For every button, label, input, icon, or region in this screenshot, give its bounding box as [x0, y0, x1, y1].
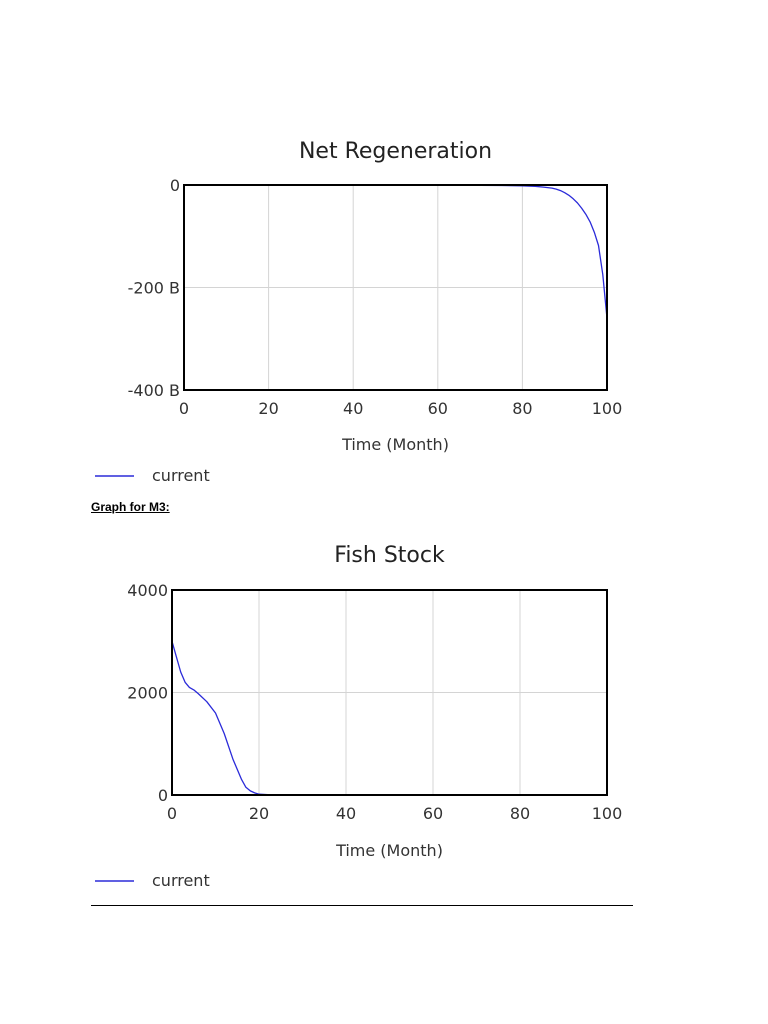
- series-line-current: [184, 184, 608, 319]
- net-regeneration-chart: Net Regeneration 0 20 40 60 80 100 0 -200 B -400 …: [95, 139, 623, 485]
- fish-stock-chart: Fish Stock 0 20 40 60 80 100 4000 2000 0 Time (Mon…: [95, 543, 623, 890]
- x-tick-label: 40: [343, 399, 363, 418]
- y-tick-label: 0: [170, 176, 180, 195]
- section-label: Graph for M3:: [91, 500, 170, 514]
- y-tick-label: -400 B: [128, 381, 180, 400]
- y-tick-label: -200 B: [128, 279, 180, 298]
- x-tick-label: 20: [249, 804, 269, 823]
- chart-title: Net Regeneration: [299, 139, 492, 164]
- legend-label: current: [152, 871, 210, 890]
- y-tick-label: 4000: [127, 581, 168, 600]
- chart-title: Fish Stock: [334, 543, 445, 568]
- y-tick-label: 0: [158, 786, 168, 805]
- x-tick-label: 60: [423, 804, 443, 823]
- plot-frame: [171, 589, 608, 796]
- x-axis-label: Time (Month): [341, 435, 449, 454]
- x-tick-label: 80: [512, 399, 532, 418]
- x-tick-label: 0: [179, 399, 189, 418]
- x-tick-label: 100: [592, 399, 623, 418]
- plot-frame: [183, 184, 608, 391]
- x-tick-label: 40: [336, 804, 356, 823]
- legend-label: current: [152, 466, 210, 485]
- x-tick-label: 80: [510, 804, 530, 823]
- y-tick-label: 2000: [127, 684, 168, 703]
- x-tick-label: 0: [167, 804, 177, 823]
- horizontal-rule: [91, 905, 633, 906]
- x-tick-label: 20: [258, 399, 278, 418]
- x-axis-label: Time (Month): [335, 841, 443, 860]
- x-tick-label: 100: [592, 804, 623, 823]
- x-tick-label: 60: [428, 399, 448, 418]
- series-line-current: [171, 641, 607, 796]
